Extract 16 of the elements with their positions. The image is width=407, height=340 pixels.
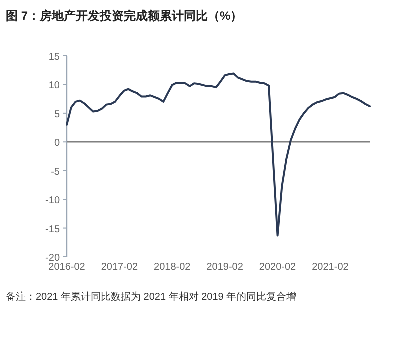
- xtick: 2019-02: [206, 262, 244, 273]
- xtick: 2017-02: [101, 262, 138, 273]
- xtick: 2016-02: [48, 262, 86, 273]
- ytick: 10: [48, 80, 60, 92]
- ytick: -5: [51, 166, 60, 178]
- ytick: 5: [54, 109, 60, 120]
- ytick: -15: [46, 224, 60, 236]
- ytick: 0: [54, 138, 60, 150]
- ytick: -20: [46, 253, 60, 264]
- xtick: 2021-02: [312, 262, 349, 273]
- title: 图 7：房地产开发投资完成额累计同比（%）: [6, 9, 243, 23]
- xtick: 2018-02: [154, 262, 191, 273]
- annotation: 备注：2021 年累计同比数据为 2021 年相对 2019 年的同比复合增: [6, 292, 297, 303]
- xtick: 2020-02: [259, 262, 296, 273]
- ytick: 15: [48, 52, 60, 63]
- ytick: -10: [46, 196, 60, 207]
